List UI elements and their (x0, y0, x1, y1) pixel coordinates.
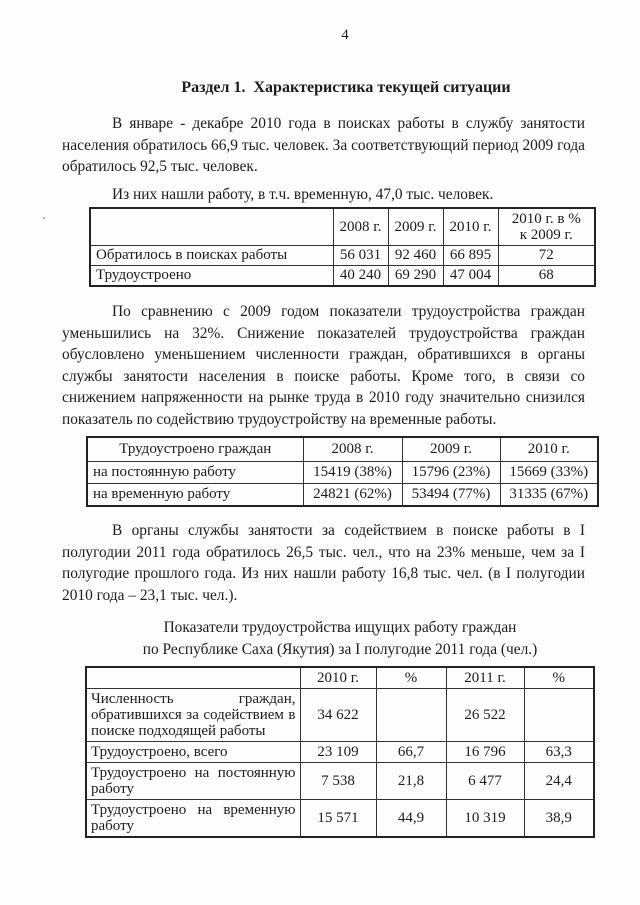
paragraph-found-work: Из них нашли работу, в т.ч. временную, 4… (112, 186, 494, 203)
cell: Трудоустроено (89, 265, 334, 287)
header-cell: 2009 г. (387, 207, 444, 246)
section-heading: Раздел 1. Характеристика текущей ситуаци… (181, 79, 511, 96)
table-employed-by-type: Трудоустроено граждан 2008 г. 2009 г. 20… (86, 436, 599, 507)
cell: 6 477 (445, 762, 525, 800)
cell: на постоянную работу (86, 461, 304, 484)
table-row: Трудоустроено, всего 23 109 66,7 16 796 … (85, 741, 595, 763)
cell: 15669 (33%) (499, 461, 599, 484)
header-cell: 2010 г. (442, 207, 499, 246)
cell: 92 460 (387, 245, 444, 266)
header-cell: 2010 г. (299, 666, 377, 689)
table-row: Численность граждан, обратившихся за сод… (85, 688, 595, 742)
table-row: Обратилось в поисках работы 56 031 92 46… (89, 245, 596, 266)
cell: 66 895 (442, 245, 499, 266)
header-cell: 2010 г. в % к 2009 г. (497, 207, 596, 246)
table-applications-by-year: 2008 г. 2009 г. 2010 г. 2010 г. в % к 20… (89, 207, 596, 287)
cell: 53494 (77%) (401, 483, 501, 507)
cell: 31335 (67%) (499, 483, 599, 507)
paragraph-halfyear-2011: В органы службы занятости за содействием… (62, 522, 585, 604)
cell: 63,3 (523, 741, 595, 763)
cell: Обратилось в поисках работы (89, 245, 334, 266)
cell: Численность граждан, обратившихся за сод… (85, 688, 301, 742)
cell: 15796 (23%) (401, 461, 501, 484)
table-row: Трудоустроено на постоянную работу 7 538… (85, 762, 595, 800)
header-cell: 2008 г. (302, 436, 403, 462)
page-number: 4 (341, 27, 349, 43)
cell: 24821 (62%) (302, 483, 403, 507)
header-cell: 2009 г. (401, 436, 501, 462)
cell: 15 571 (299, 799, 377, 838)
cell: 16 796 (445, 741, 525, 763)
cell: 15419 (38%) (302, 461, 403, 484)
header-cell: % (375, 666, 447, 689)
table-row: Трудоустроено 40 240 69 290 47 004 68 (89, 265, 596, 287)
cell (523, 688, 595, 742)
cell: на временную работу (86, 483, 304, 507)
scan-speckle (43, 217, 45, 219)
cell: 72 (497, 245, 596, 266)
cell: 68 (497, 265, 596, 287)
table-row: 2010 г. % 2011 г. % (85, 666, 595, 689)
cell: 69 290 (387, 265, 444, 287)
cell: 34 622 (299, 688, 377, 742)
table-halfyear-indicators: 2010 г. % 2011 г. % Численность граждан,… (85, 666, 595, 838)
cell: 47 004 (442, 265, 499, 287)
table-row: Трудоустроено граждан 2008 г. 2009 г. 20… (86, 436, 599, 462)
cell: 56 031 (332, 245, 389, 266)
header-cell: Трудоустроено граждан (86, 436, 304, 462)
paragraph-comparison: По сравнению с 2009 годом показатели тру… (62, 303, 585, 428)
table-row: Трудоустроено на временную работу 15 571… (85, 799, 595, 838)
header-cell: 2011 г. (445, 666, 525, 689)
cell: Трудоустроено на временную работу (85, 799, 301, 838)
header-cell (85, 666, 301, 689)
table-row: на временную работу 24821 (62%) 53494 (7… (86, 483, 599, 507)
cell: 38,9 (523, 799, 595, 838)
paragraph-intro: В январе - декабре 2010 года в поисках р… (62, 115, 585, 175)
cell: 40 240 (332, 265, 389, 287)
cell: 66,7 (375, 741, 447, 763)
cell (375, 688, 447, 742)
cell: 7 538 (299, 762, 377, 800)
table-caption: Показатели трудоустройства ищущих работу… (142, 619, 538, 658)
cell: Трудоустроено, всего (85, 741, 301, 763)
cell: 24,4 (523, 762, 595, 800)
header-cell: 2008 г. (332, 207, 389, 246)
table-row: 2008 г. 2009 г. 2010 г. 2010 г. в % к 20… (89, 207, 596, 246)
cell: 21,8 (375, 762, 447, 800)
cell: 10 319 (445, 799, 525, 838)
cell: Трудоустроено на постоянную работу (85, 762, 301, 800)
table-row: на постоянную работу 15419 (38%) 15796 (… (86, 461, 599, 484)
header-cell (89, 207, 334, 246)
cell: 26 522 (445, 688, 525, 742)
cell: 44,9 (375, 799, 447, 838)
header-cell: 2010 г. (499, 436, 599, 462)
cell: 23 109 (299, 741, 377, 763)
header-cell: % (523, 666, 595, 689)
